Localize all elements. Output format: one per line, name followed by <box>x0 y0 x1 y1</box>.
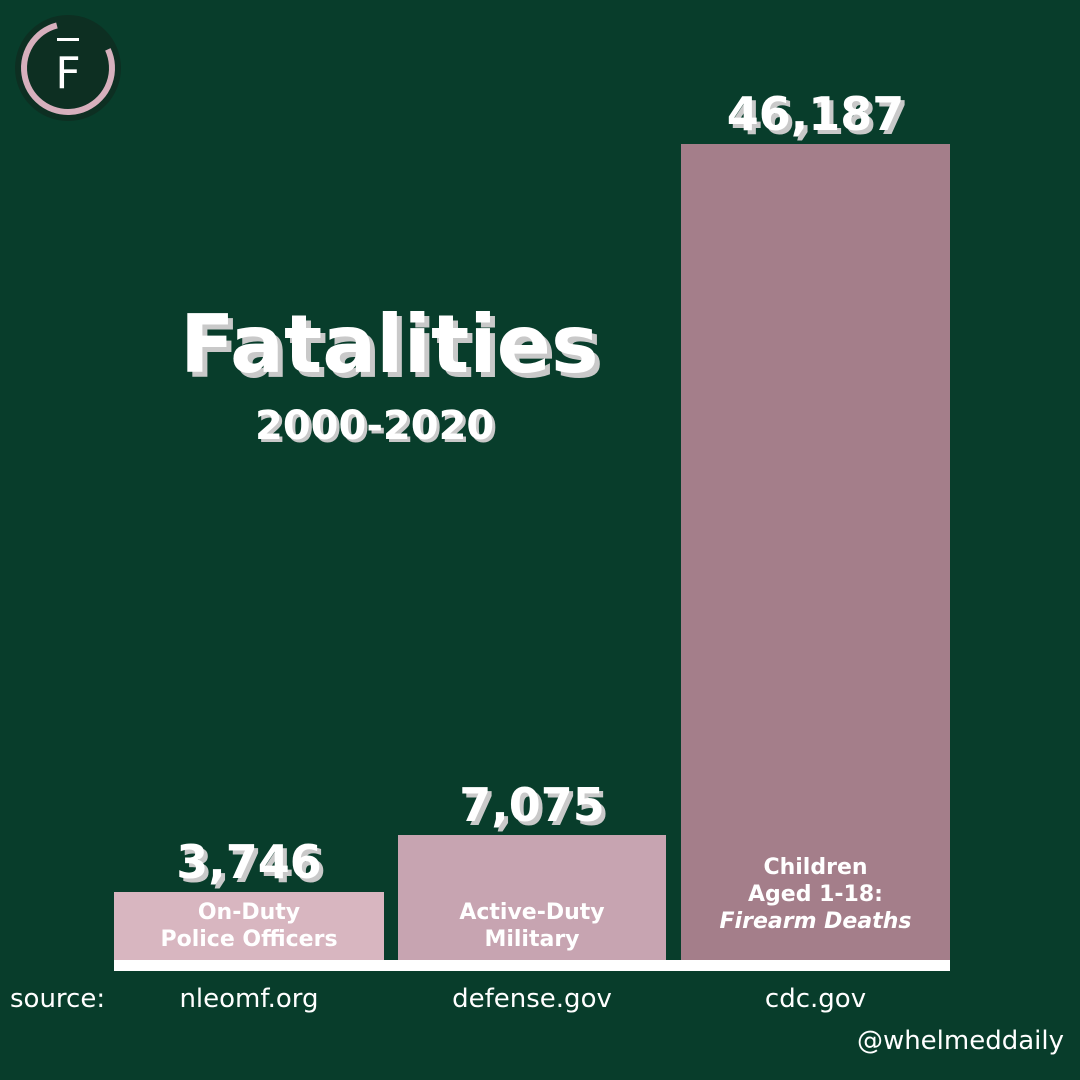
category-label-3-line-1: Children <box>763 855 867 880</box>
social-handle: @whelmeddaily <box>856 1026 1064 1056</box>
value-label-2: 7,075 <box>459 778 605 832</box>
category-label-3-line-2: Aged 1-18: <box>748 882 883 907</box>
value-label-3: 46,187 <box>727 87 905 141</box>
category-label-1-line-1: On-Duty <box>198 900 300 925</box>
source-label: source: <box>10 984 106 1014</box>
source-2: defense.gov <box>452 984 612 1014</box>
whelmed-logo: F <box>15 15 121 121</box>
value-label-1: 3,746 <box>176 835 322 889</box>
bar-1 <box>114 892 384 960</box>
category-label-3-line-3: Firearm Deaths <box>720 909 912 934</box>
logo-letter: F <box>55 48 80 99</box>
chart-subtitle: 2000-2020 <box>255 403 495 449</box>
bar-3 <box>681 144 950 960</box>
baseline <box>114 960 950 971</box>
category-label-1-line-2: Police Officers <box>160 927 337 952</box>
value-label-shadow-1: 3,746 <box>180 839 326 893</box>
bar-2 <box>398 835 666 960</box>
chart-title: Fatalities <box>180 298 599 391</box>
value-label-shadow-2: 7,075 <box>463 782 609 836</box>
value-label-shadow-3: 46,187 <box>731 91 909 145</box>
source-3: cdc.gov <box>765 984 866 1014</box>
category-label-2-line-2: Military <box>484 927 579 952</box>
category-label-2-line-1: Active-Duty <box>459 900 604 925</box>
source-1: nleomf.org <box>179 984 318 1014</box>
